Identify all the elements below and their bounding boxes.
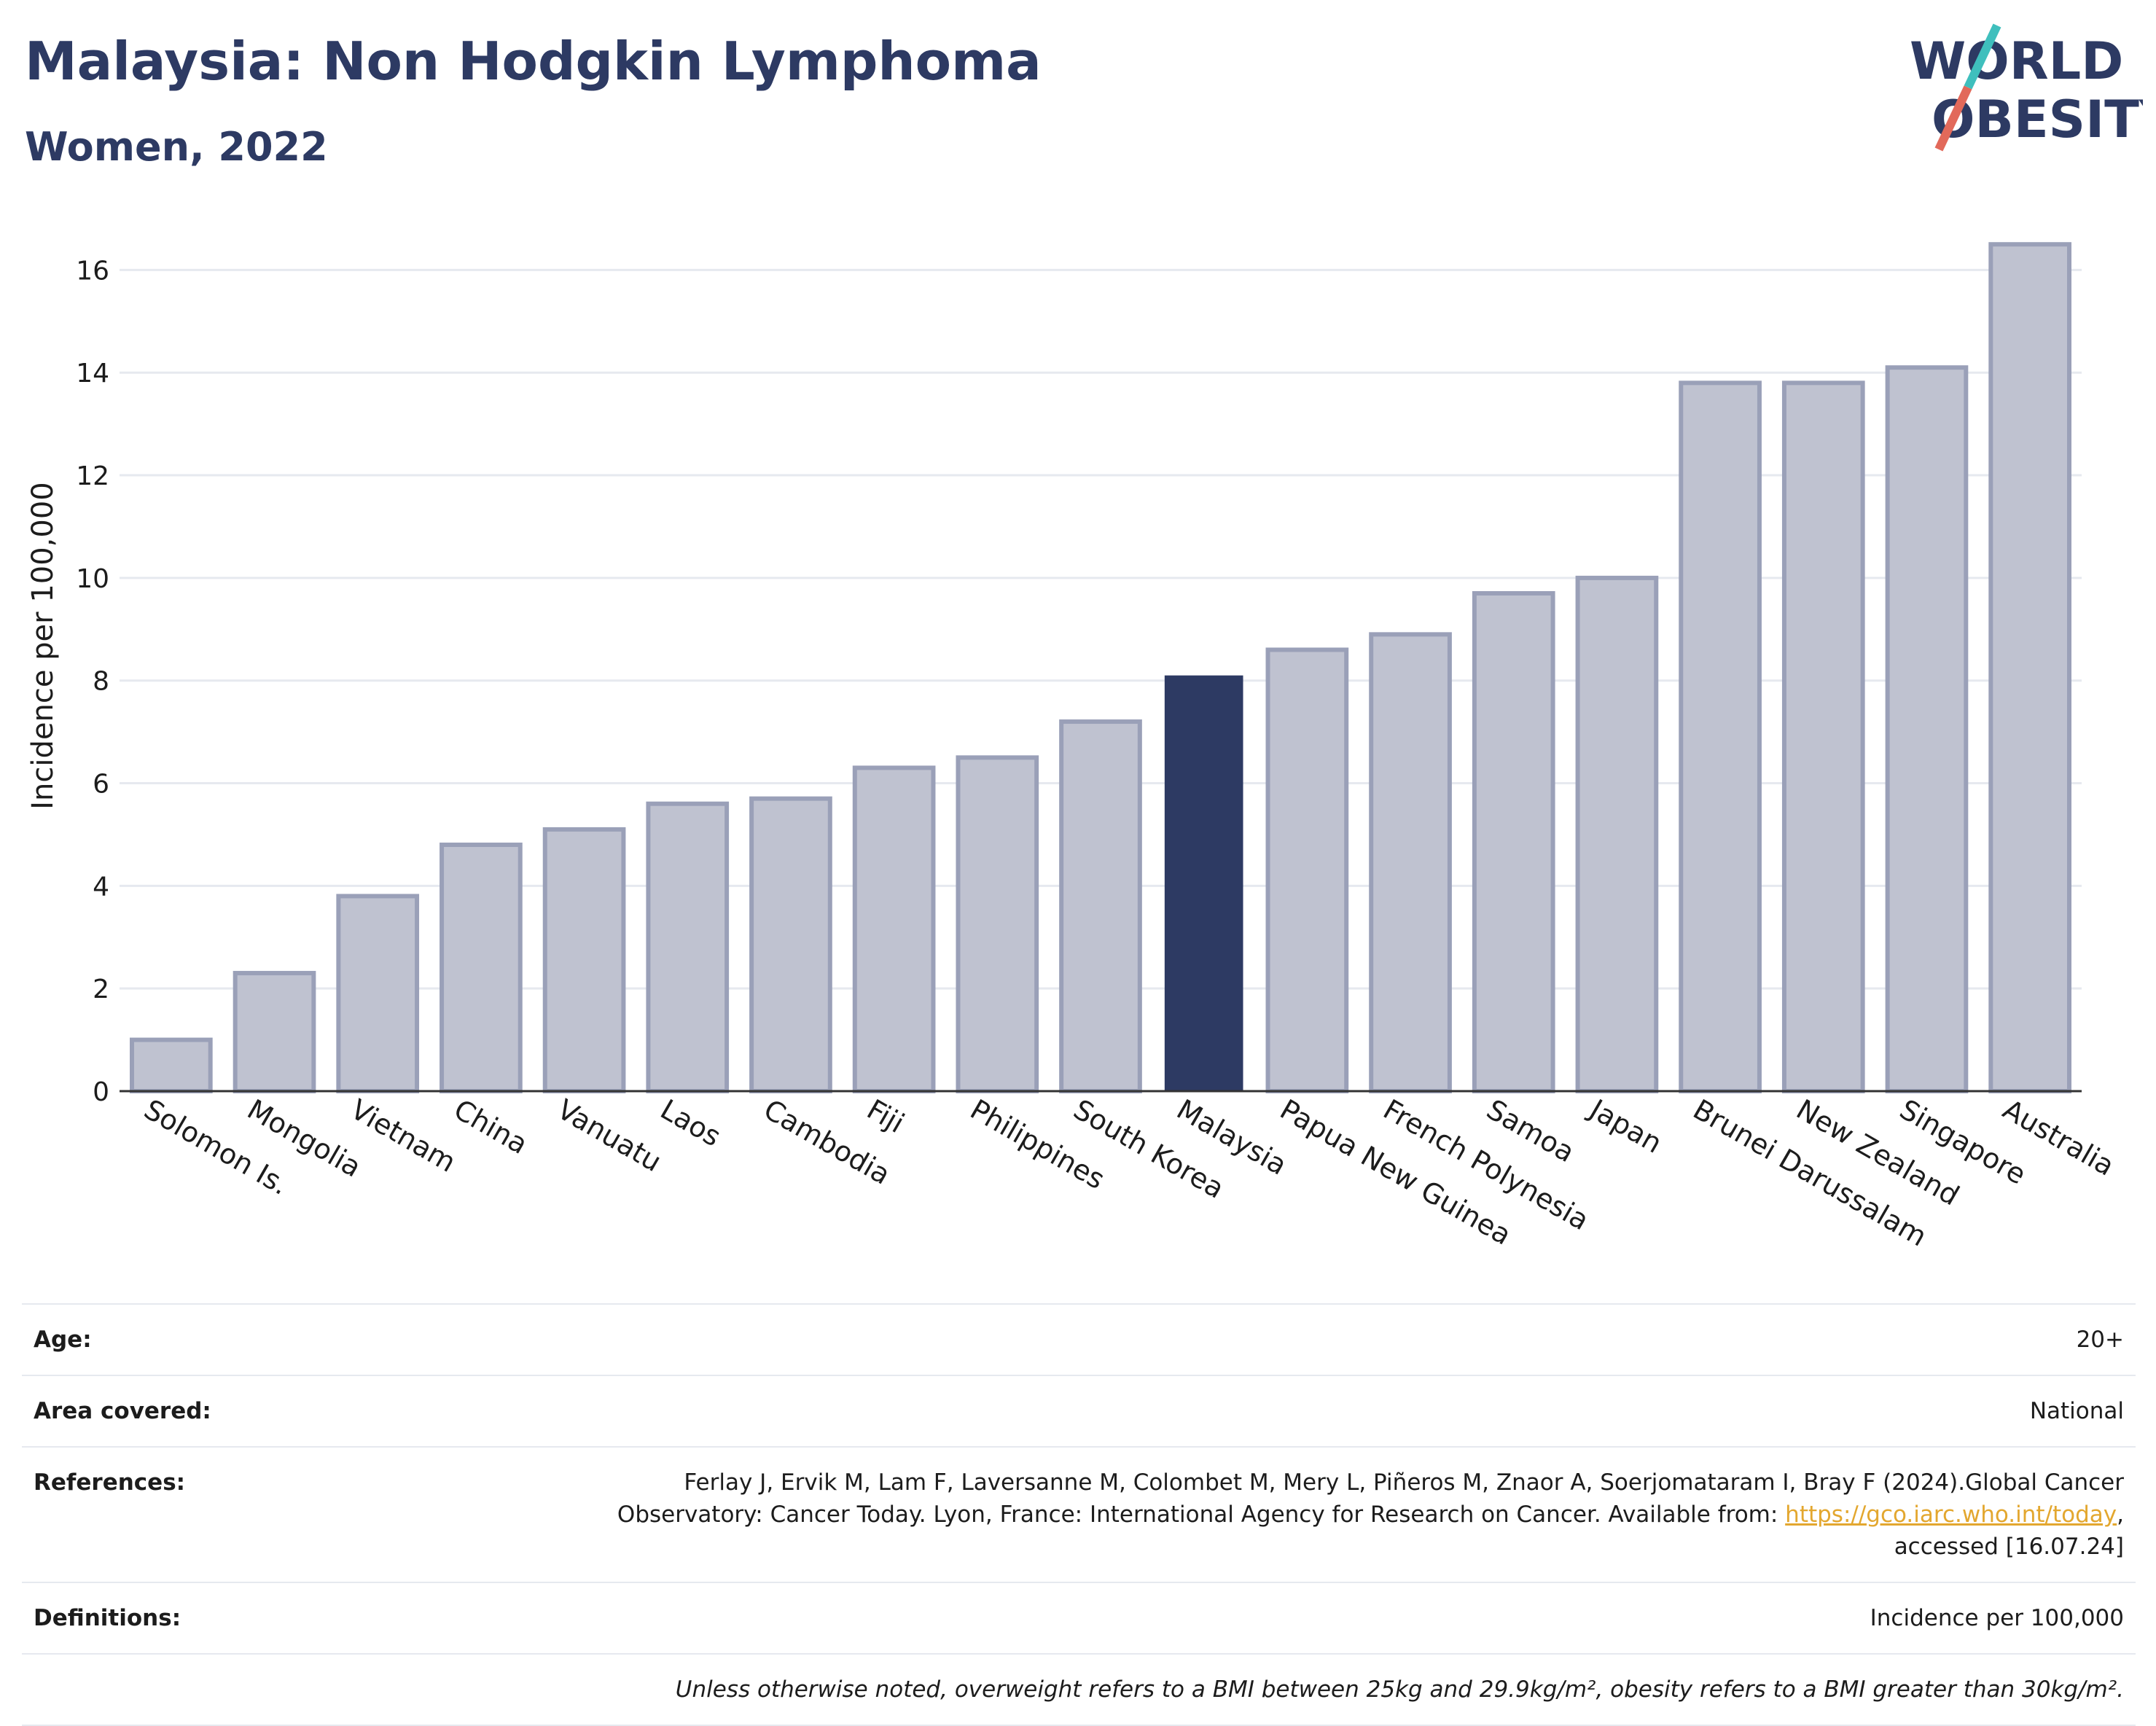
y-tick-label: 0 <box>93 1077 109 1107</box>
info-row-area: Area covered: National <box>22 1375 2136 1447</box>
x-tick-label: Fiji <box>862 1093 910 1139</box>
y-tick-label: 12 <box>76 461 109 491</box>
y-tick-label: 4 <box>93 872 109 902</box>
references-line3: accessed [16.07.24] <box>1894 1534 2124 1560</box>
bar-papua-new-guinea <box>1265 647 1349 1093</box>
bar-samoa <box>1472 591 1555 1093</box>
info-row-references: References: Ferlay J, Ervik M, Lam F, La… <box>22 1446 2136 1582</box>
y-tick-label: 8 <box>93 667 109 697</box>
bar-philippines <box>956 755 1039 1093</box>
bar-china <box>440 843 523 1094</box>
bar-fiji <box>852 765 936 1093</box>
age-value: 20+ <box>410 1303 2136 1375</box>
info-table: Age: 20+ Area covered: National Referenc… <box>22 1303 2136 1726</box>
bar-singapore <box>1885 365 1969 1094</box>
x-tick-label: Laos <box>655 1093 727 1153</box>
bar-vietnam <box>336 894 420 1093</box>
bar-malaysia <box>1164 675 1243 1091</box>
y-tick-label: 6 <box>93 770 109 800</box>
y-axis-title: Incidence per 100,000 <box>26 482 60 810</box>
x-tick-label: Japan <box>1583 1093 1668 1160</box>
logo-slash-red <box>1934 85 1972 152</box>
chart-subtitle: Women, 2022 <box>25 124 328 170</box>
area-label: Area covered: <box>22 1375 410 1447</box>
age-label: Age: <box>22 1303 410 1375</box>
y-axis-ticks: 0 2 4 6 8 10 12 14 16 <box>76 256 109 1107</box>
logo-line1: WORLD <box>1910 31 2123 91</box>
bar-cambodia <box>749 796 832 1093</box>
bar-solomon-is <box>130 1037 213 1094</box>
definitions-value: Incidence per 100,000 <box>410 1582 2136 1654</box>
bar-japan <box>1575 575 1659 1093</box>
references-line2: Observatory: Cancer Today. Lyon, France:… <box>617 1502 1778 1528</box>
bar-chart: 0 2 4 6 8 10 12 14 16 Solomon Is.MongoliaVietnam… <box>26 242 2120 1253</box>
bar-australia <box>1988 242 2071 1093</box>
y-tick-label: 14 <box>76 359 109 388</box>
references-label: References: <box>22 1446 410 1582</box>
references-line1: Ferlay J, Ervik M, Lam F, Laversanne M, … <box>684 1469 2124 1496</box>
y-tick-label: 2 <box>93 975 109 1004</box>
world-obesity-logo-icon: WORLD OBESITY <box>1910 23 2143 152</box>
x-tick-label: Vietnam <box>345 1093 461 1179</box>
info-row-age: Age: 20+ <box>22 1303 2136 1375</box>
bar-laos <box>646 801 730 1093</box>
bar-new-zealand <box>1781 380 1865 1093</box>
bar-mongolia <box>233 971 316 1094</box>
bars <box>130 242 2071 1094</box>
bmi-note: Unless otherwise noted, overweight refer… <box>22 1653 2136 1726</box>
bar-brunei-darussalam <box>1679 380 1762 1093</box>
y-tick-label: 10 <box>76 564 109 594</box>
chart-title: Malaysia: Non Hodgkin Lymphoma <box>25 31 1042 92</box>
info-row-note: Unless otherwise noted, overweight refer… <box>22 1653 2136 1726</box>
bar-french-polynesia <box>1369 632 1452 1093</box>
logo-slash-teal <box>1964 23 2001 90</box>
x-tick-label: Vanuatu <box>552 1093 667 1178</box>
references-value: Ferlay J, Ervik M, Lam F, Laversanne M, … <box>410 1446 2136 1582</box>
area-value: National <box>410 1375 2136 1447</box>
info-row-definitions: Definitions: Incidence per 100,000 <box>22 1582 2136 1654</box>
bar-south-korea <box>1059 719 1142 1093</box>
bar-vanuatu <box>542 827 626 1094</box>
y-tick-label: 16 <box>76 256 109 286</box>
definitions-label: Definitions: <box>22 1582 410 1654</box>
references-link[interactable]: https://gco.iarc.who.int/today <box>1785 1502 2117 1528</box>
